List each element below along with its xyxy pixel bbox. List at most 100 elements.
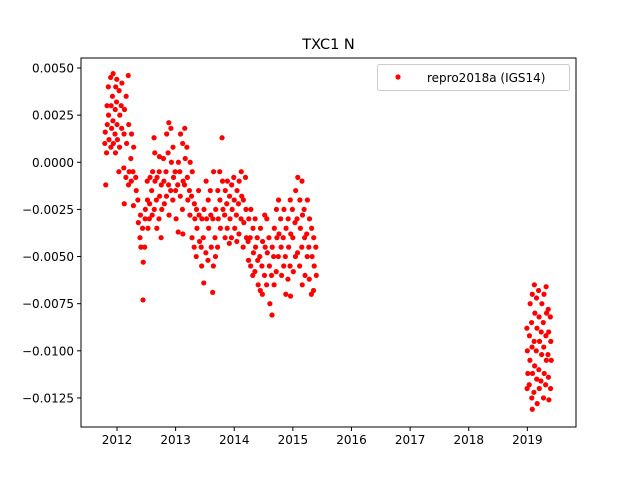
data-point [213, 206, 219, 213]
data-point [273, 269, 279, 275]
data-point [543, 382, 549, 388]
data-point [189, 235, 195, 241]
data-point [282, 253, 288, 260]
data-point [289, 206, 295, 213]
x-axis-ticks: 2012 2013 2014 2015 2016 2017 2018 2019 [102, 427, 543, 447]
data-point [260, 238, 266, 245]
data-point [257, 253, 263, 260]
data-point [539, 301, 545, 307]
data-point [200, 235, 206, 241]
data-point [547, 385, 554, 392]
data-point [309, 253, 315, 260]
data-point [306, 216, 313, 222]
data-point [302, 272, 308, 279]
data-point [145, 225, 151, 231]
data-point [527, 357, 533, 363]
data-point [152, 150, 158, 156]
data-point [541, 291, 547, 297]
data-point [164, 131, 170, 137]
data-point [241, 220, 247, 226]
data-point [263, 282, 270, 288]
data-point [144, 178, 150, 184]
data-point [292, 220, 298, 226]
data-point [231, 174, 237, 180]
data-point [124, 140, 130, 147]
data-point [259, 291, 265, 297]
data-point [538, 378, 544, 384]
data-point [526, 382, 532, 388]
data-point [536, 314, 542, 320]
data-point [531, 282, 537, 288]
data-point [121, 106, 128, 113]
data-point [113, 84, 119, 90]
data-point [534, 325, 540, 331]
data-point [208, 212, 214, 218]
data-point [535, 287, 542, 294]
data-point [545, 374, 552, 380]
data-point [181, 182, 188, 188]
data-point [118, 103, 124, 109]
data-point [168, 187, 174, 194]
data-point [297, 263, 303, 269]
data-point [286, 244, 292, 250]
data-point [280, 235, 286, 241]
data-point [313, 244, 319, 250]
data-point [173, 187, 179, 194]
x-tick-label: 2019 [512, 433, 543, 447]
data-point [226, 193, 233, 199]
data-point [231, 197, 237, 203]
data-point [119, 80, 125, 86]
data-point [184, 174, 190, 180]
data-point [102, 129, 108, 135]
data-point [121, 131, 127, 137]
data-point [215, 187, 221, 194]
data-point [158, 235, 164, 241]
data-point [110, 118, 116, 124]
data-point [278, 244, 284, 250]
data-point [172, 169, 178, 175]
data-point [152, 178, 158, 184]
data-point [212, 253, 219, 260]
data-point [156, 154, 163, 160]
data-point [271, 282, 277, 288]
data-point [529, 406, 535, 412]
data-point [188, 193, 195, 199]
data-point [210, 263, 216, 269]
data-point [173, 216, 179, 222]
data-point [226, 240, 232, 246]
data-point [524, 325, 530, 331]
data-point [109, 125, 115, 131]
data-point [279, 272, 285, 279]
data-point [527, 301, 533, 307]
data-point [248, 263, 254, 269]
data-point [170, 174, 177, 180]
data-point [170, 197, 176, 203]
data-point [533, 348, 539, 354]
data-point [187, 159, 193, 165]
data-point [194, 225, 200, 231]
data-point [299, 244, 305, 250]
data-point [543, 357, 549, 363]
data-point [224, 178, 231, 184]
data-point [295, 174, 301, 180]
data-point [278, 216, 284, 222]
data-point [287, 197, 293, 203]
data-point [283, 225, 289, 231]
data-point [242, 174, 249, 180]
data-point [268, 272, 275, 279]
data-point [257, 287, 263, 294]
data-point [187, 212, 193, 218]
data-point [139, 225, 146, 231]
data-point [177, 169, 183, 175]
y-tick-label: 0.0000 [32, 156, 74, 170]
data-point [158, 182, 164, 188]
data-point [524, 348, 530, 354]
data-point [238, 169, 244, 175]
data-point [203, 216, 210, 222]
data-point [102, 140, 108, 147]
data-point [259, 263, 265, 269]
data-point [108, 103, 114, 109]
data-point [543, 333, 549, 339]
data-point [529, 291, 535, 297]
data-point [262, 212, 268, 218]
